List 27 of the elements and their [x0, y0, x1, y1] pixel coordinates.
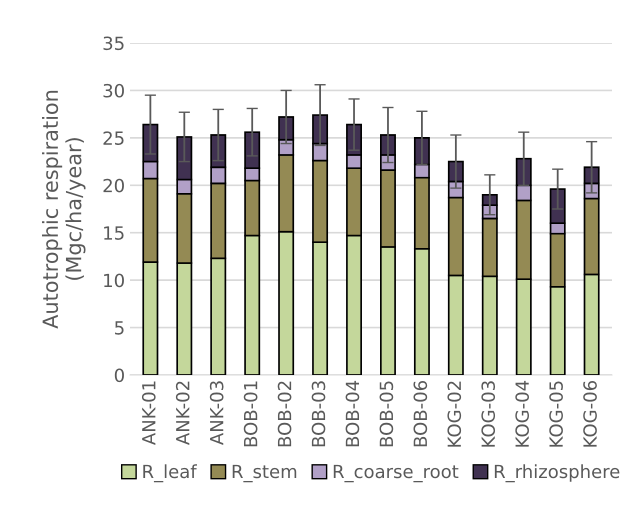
- legend-label: R_rhizosphere: [494, 464, 620, 482]
- y-tick-label: 0: [114, 368, 124, 382]
- x-tick-label: ANK-03: [210, 381, 224, 446]
- x-tick-label: KOG-06: [583, 381, 597, 447]
- x-tick-label: KOG-05: [549, 381, 563, 447]
- x-tick-label: BOB-02: [278, 382, 292, 446]
- legend-label: R_coarse_root: [334, 464, 458, 482]
- y-tick-label: 10: [104, 274, 124, 288]
- x-tick-label: BOB-05: [380, 381, 394, 446]
- x-tick-label: KOG-02: [447, 382, 462, 447]
- y-axis-title: Autotrophic respiration (Mgc/ha/year): [42, 90, 86, 329]
- x-tick-label: BOB-06: [413, 381, 428, 446]
- y-tick-label: 35: [104, 36, 124, 50]
- x-tick-label: BOB-03: [312, 381, 326, 446]
- x-tick-label: ANK-01: [142, 382, 156, 446]
- y-tick-label: 15: [104, 226, 124, 240]
- legend-label: R_stem: [232, 464, 296, 482]
- y-tick-label: 25: [103, 131, 124, 145]
- y-tick-label: 30: [104, 84, 124, 98]
- y-tick-label: 5: [115, 321, 124, 335]
- y-tick-label: 20: [103, 178, 124, 192]
- x-tick-label: KOG-03: [481, 381, 496, 447]
- legend-label: R_leaf: [143, 464, 198, 482]
- x-tick-label: BOB-01: [244, 382, 258, 446]
- x-tick-label: BOB-04: [346, 380, 360, 446]
- x-tick-label: KOG-04: [515, 380, 529, 447]
- x-tick-label: ANK-02: [176, 382, 190, 446]
